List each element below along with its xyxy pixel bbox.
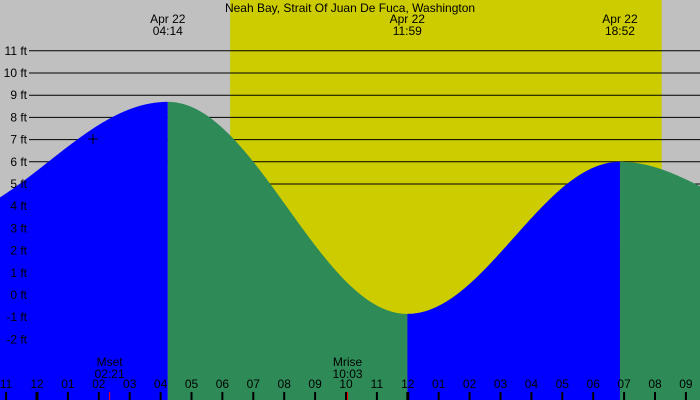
moon-event-time: 02:21 xyxy=(95,367,125,381)
x-tick-label: 07 xyxy=(247,377,261,391)
x-tick-label: 08 xyxy=(648,377,662,391)
y-tick-label: 11 ft xyxy=(5,44,28,58)
y-tick-label: 7 ft xyxy=(10,133,27,147)
y-tick-label: 3 ft xyxy=(10,221,27,235)
extreme-time: 11:59 xyxy=(393,24,422,38)
x-tick-label: 07 xyxy=(617,377,631,391)
x-tick-label: 12 xyxy=(401,377,415,391)
x-tick-label: 02 xyxy=(92,377,106,391)
moon-event-time: 10:03 xyxy=(333,367,363,381)
rising-tide-segment xyxy=(0,101,168,400)
x-tick-label: 03 xyxy=(123,377,137,391)
y-axis-labels: 11 ft 10 ft 9 ft 8 ft 7 ft 6 ft 5 ft 4 ft 3 ft 2 … xyxy=(4,44,28,347)
moon-event-label: Mset xyxy=(97,355,124,369)
x-tick-label: 04 xyxy=(154,377,168,391)
crosshair-marker xyxy=(88,134,98,144)
x-tick-label: 12 xyxy=(30,377,44,391)
extreme-date: Apr 22 xyxy=(390,12,426,26)
x-tick-label: 05 xyxy=(556,377,570,391)
x-tick-label: 11 xyxy=(371,377,384,391)
extreme-time: 04:14 xyxy=(153,24,183,38)
x-tick-label: 04 xyxy=(525,377,539,391)
moon-event-label: Mrise xyxy=(333,355,363,369)
y-tick-label: -2 ft xyxy=(6,332,27,346)
y-tick-label: 0 ft xyxy=(10,288,27,302)
x-tick-label: 11 xyxy=(0,377,13,391)
falling-tide-segment xyxy=(619,161,700,400)
tide-area xyxy=(0,101,700,400)
x-tick-label: 10 xyxy=(339,377,353,391)
x-tick-label: 05 xyxy=(185,377,199,391)
y-tick-label: 9 ft xyxy=(10,88,27,102)
x-tick-label: 02 xyxy=(463,377,477,391)
y-tick-label: 10 ft xyxy=(4,66,28,80)
chart-title: Neah Bay, Strait Of Juan De Fuca, Washin… xyxy=(225,1,475,15)
y-tick-label: -1 ft xyxy=(6,310,27,324)
falling-tide-segment xyxy=(167,101,408,400)
rising-tide-segment xyxy=(407,161,620,400)
extreme-time: 18:52 xyxy=(605,24,635,38)
x-tick-label: 08 xyxy=(278,377,292,391)
y-tick-label: 6 ft xyxy=(10,155,27,169)
y-tick-label: 4 ft xyxy=(10,199,27,213)
y-tick-label: 5 ft xyxy=(10,177,27,191)
y-tick-label: 1 ft xyxy=(10,266,27,280)
extreme-date: Apr 22 xyxy=(150,12,186,26)
extreme-date: Apr 22 xyxy=(602,12,638,26)
x-tick-label: 03 xyxy=(494,377,508,391)
y-tick-label: 8 ft xyxy=(10,110,27,124)
x-tick-label: 09 xyxy=(308,377,322,391)
x-tick-label: 06 xyxy=(216,377,230,391)
x-tick-label: 06 xyxy=(587,377,601,391)
y-tick-label: 2 ft xyxy=(10,244,27,258)
x-tick-label: 09 xyxy=(679,377,693,391)
x-tick-label: 01 xyxy=(61,377,75,391)
x-tick-label: 01 xyxy=(432,377,446,391)
x-axis: 11 12 01 02 03 04 05 06 07 08 09 10 11 12 01 02 03 04 05 06… xyxy=(0,377,693,400)
